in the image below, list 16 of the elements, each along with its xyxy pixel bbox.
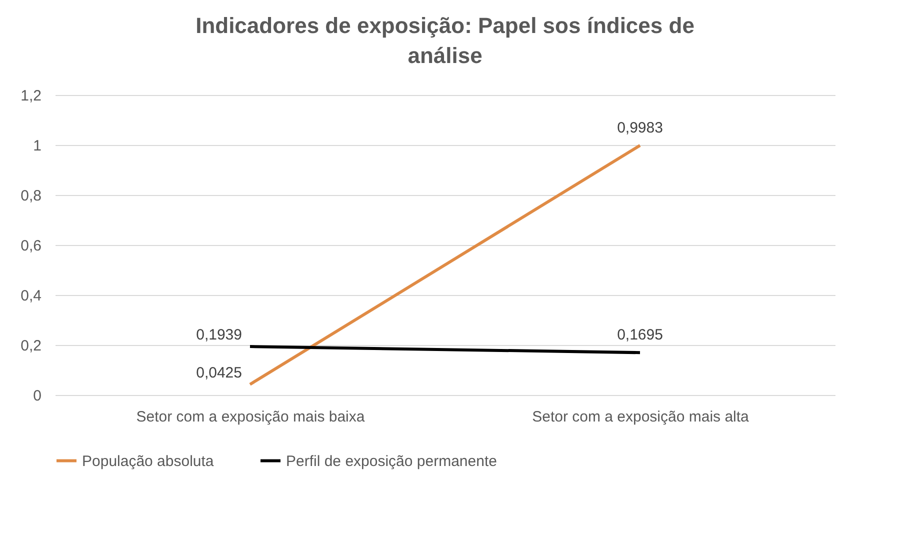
data-label: 0,9983 xyxy=(617,119,663,136)
legend-label: Perfil de exposição permanente xyxy=(286,452,497,470)
x-tick-label: Setor com a exposição mais baixa xyxy=(136,408,366,426)
data-label: 0,1695 xyxy=(617,326,663,344)
x-tick-label: Setor com a exposição mais alta xyxy=(532,408,750,426)
y-tick-label: 1,2 xyxy=(20,88,42,104)
y-tick-label: 0,8 xyxy=(20,188,42,204)
data-label: 0,1939 xyxy=(196,326,242,344)
data-label: 0,0425 xyxy=(196,364,242,382)
legend-label: População absoluta xyxy=(82,452,214,470)
y-tick-label: 0 xyxy=(33,388,42,404)
y-tick-label: 1 xyxy=(33,138,42,154)
chart-title: Indicadores de exposição: Papel sos índices de análise xyxy=(196,13,694,68)
y-tick-label: 0,4 xyxy=(20,288,42,304)
y-tick-label: 0,6 xyxy=(20,238,42,254)
y-tick-label: 0,2 xyxy=(20,338,42,354)
